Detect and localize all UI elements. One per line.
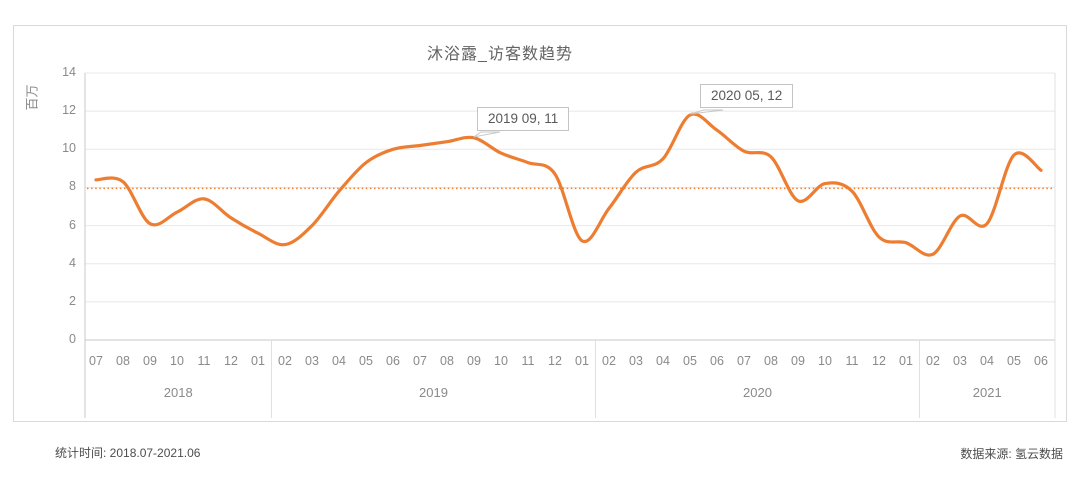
- x-axis-month-label: 01: [251, 354, 265, 368]
- x-axis-month-label: 09: [791, 354, 805, 368]
- x-axis-month-label: 10: [494, 354, 508, 368]
- x-axis-month-label: 12: [548, 354, 562, 368]
- x-axis-month-label: 02: [278, 354, 292, 368]
- x-axis-month-label: 11: [845, 354, 859, 368]
- x-axis-month-label: 07: [89, 354, 103, 368]
- x-axis-month-label: 08: [764, 354, 778, 368]
- y-axis-tick-label: 8: [69, 179, 76, 194]
- annotation-leader: [689, 109, 724, 115]
- y-axis-tick-label: 10: [62, 141, 76, 156]
- x-axis-month-label: 05: [359, 354, 373, 368]
- x-axis-month-label: 03: [629, 354, 643, 368]
- x-axis-month-label: 08: [440, 354, 454, 368]
- x-axis-month-label: 05: [683, 354, 697, 368]
- chart-title: 沐浴露_访客数趋势: [427, 46, 573, 63]
- x-axis-month-label: 10: [818, 354, 832, 368]
- trend-line-series: [94, 112, 1043, 257]
- x-axis-year-label: 2018: [163, 385, 193, 400]
- y-axis-tick-label: 2: [69, 293, 76, 308]
- x-axis-month-label: 01: [899, 354, 913, 368]
- x-axis-month-label: 06: [386, 354, 400, 368]
- y-axis-tick-label: 14: [62, 65, 76, 79]
- x-axis-month-label: 09: [143, 354, 157, 368]
- x-axis-month-label: 11: [197, 354, 211, 368]
- x-axis-month-label: 11: [521, 354, 535, 368]
- y-axis-tick-label: 12: [62, 103, 76, 118]
- x-axis-month-label: 12: [224, 354, 238, 368]
- annotation-callout-2019-09: 2019 09, 11: [477, 107, 570, 131]
- x-axis-month-label: 07: [413, 354, 427, 368]
- x-axis-year-label: 2020: [743, 385, 772, 400]
- x-axis-month-label: 09: [467, 354, 481, 368]
- x-axis-year-label: 2021: [972, 385, 1002, 400]
- x-axis-month-label: 07: [737, 354, 751, 368]
- annotation-callout-2020-05: 2020 05, 12: [700, 84, 794, 108]
- x-axis-month-label: 06: [710, 354, 724, 368]
- y-axis-tick-label: 6: [69, 217, 76, 232]
- x-axis-month-label: 04: [656, 354, 670, 368]
- x-axis-month-label: 08: [116, 354, 130, 368]
- x-axis-month-label: 03: [953, 354, 967, 368]
- y-axis-tick-label: 0: [69, 332, 76, 346]
- data-source-text: 数据来源: 氢云数据: [960, 447, 1063, 461]
- x-axis-month-label: 02: [926, 354, 940, 368]
- stat-period-text: 统计时间: 2018.07-2021.06: [55, 446, 201, 460]
- x-axis-month-label: 02: [602, 354, 616, 368]
- x-axis-month-label: 04: [980, 354, 994, 368]
- x-axis-month-label: 10: [170, 354, 184, 368]
- x-axis-year-label: 2019: [419, 385, 448, 400]
- x-axis-month-label: 01: [575, 354, 589, 368]
- x-axis-month-label: 04: [332, 354, 346, 368]
- x-axis-month-label: 12: [872, 354, 886, 368]
- y-axis-tick-label: 4: [69, 255, 76, 270]
- chart-card: [13, 25, 1067, 422]
- annotation-leader: [473, 131, 501, 138]
- x-axis-month-label: 05: [1007, 354, 1021, 368]
- x-axis-month-label: 06: [1034, 354, 1048, 368]
- x-axis-month-label: 03: [305, 354, 319, 368]
